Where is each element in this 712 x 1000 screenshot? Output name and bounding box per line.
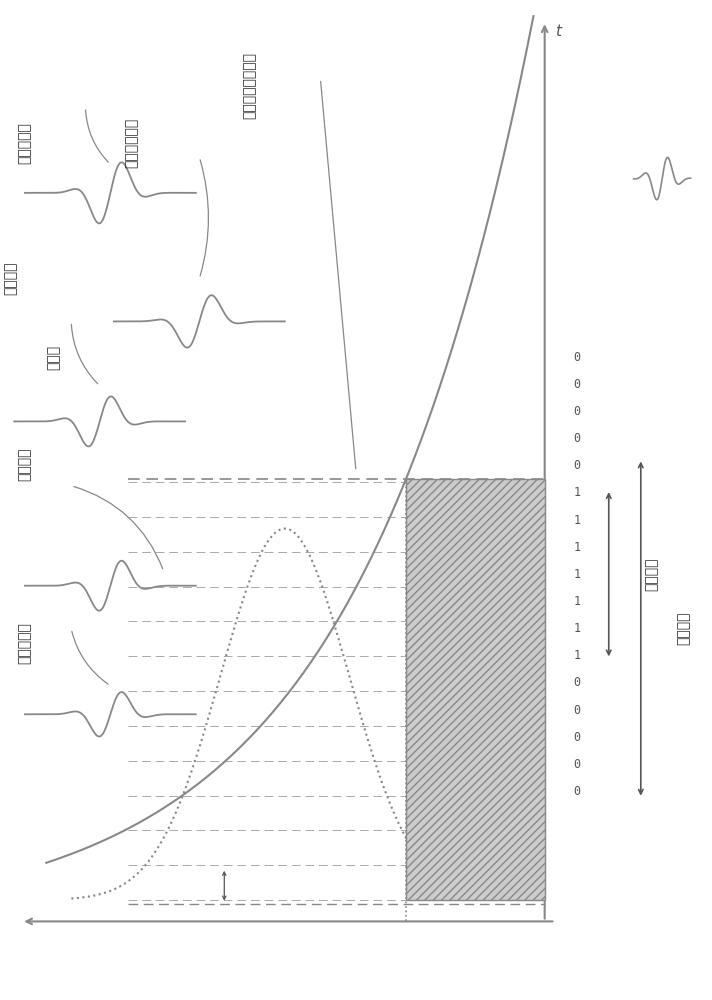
Text: 0: 0 (573, 731, 580, 744)
Text: 0: 0 (573, 378, 580, 391)
Text: 1: 1 (573, 514, 580, 526)
Text: 模拟探测: 模拟探测 (4, 262, 18, 295)
Text: 激发光脉冲: 激发光脉冲 (18, 622, 32, 664)
Text: 1: 1 (573, 595, 580, 608)
Text: 测量间隔: 测量间隔 (676, 612, 691, 645)
Text: 1: 1 (573, 486, 580, 499)
Text: 0: 0 (573, 351, 580, 364)
Text: 1: 1 (573, 649, 580, 662)
Text: 0: 0 (573, 432, 580, 445)
Text: 1: 1 (573, 541, 580, 554)
Text: 1: 1 (573, 568, 580, 581)
Text: 0: 0 (573, 459, 580, 472)
Text: 0: 0 (573, 405, 580, 418)
Text: 光子间隔: 光子间隔 (644, 558, 659, 591)
Text: 0: 0 (573, 676, 580, 689)
Text: 0: 0 (573, 785, 580, 798)
Text: 激发光脉冲: 激发光脉冲 (18, 122, 32, 164)
Text: t: t (555, 24, 561, 39)
Text: 0: 0 (573, 704, 580, 716)
Text: 1: 1 (573, 622, 580, 635)
Text: 采样间隔: 采样间隔 (18, 448, 32, 481)
Bar (406, 479, 545, 900)
Text: 器信号: 器信号 (46, 345, 61, 370)
Text: 荧光衰减曲线: 荧光衰减曲线 (125, 118, 139, 168)
Text: 用于比较器的阈值: 用于比较器的阈值 (242, 52, 256, 119)
Text: 0: 0 (573, 758, 580, 771)
